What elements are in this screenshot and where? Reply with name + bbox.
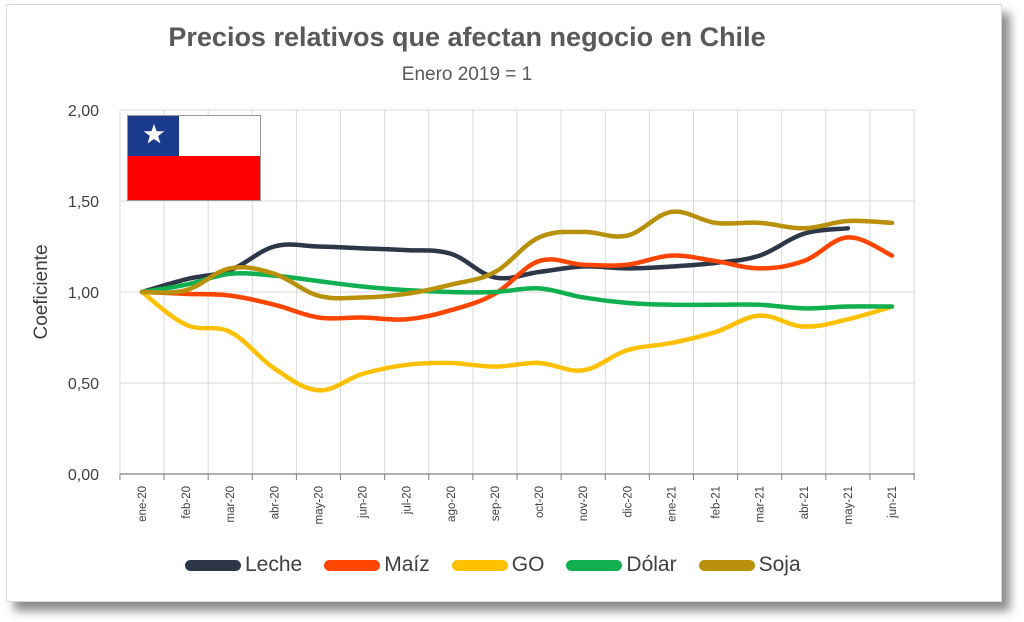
x-tick-label: abr-21 [799,486,811,519]
legend-item: Leche [185,553,302,577]
series-line-leche [139,226,851,295]
x-tick-label: jun-20 [358,486,370,519]
chart-subtitle: Enero 2019 = 1 [401,64,533,85]
legend-label: Leche [245,553,303,576]
x-tick-label: abr-20 [269,486,281,519]
legend-item: Dólar [566,553,677,577]
chart-title: Precios relativos que afectan negocio en… [168,22,766,52]
axis-layer: 0,00 0,50 1,00 1,50 2,00 ene-20 feb-20 mar-20 ab… [68,103,915,524]
chile-flag-icon [127,115,261,201]
x-tick-label: nov-20 [578,486,590,521]
x-tick-label: feb-20 [181,486,193,519]
legend: Leche Maíz GO Dólar Soja [185,550,905,580]
grid-layer [119,109,915,474]
legend-swatch [566,559,623,571]
legend-item: Maíz [324,553,430,577]
star-icon [143,124,165,144]
y-tick-label: 0,00 [68,467,99,484]
y-axis-label: Coeficiente [31,244,52,339]
x-tick-label: may-20 [313,486,325,524]
y-tick-label: 0,50 [68,376,99,393]
series-line-dólar [139,270,895,311]
legend-label: Soja [758,553,801,576]
series-layer [139,209,895,393]
x-tick-label: sep-20 [490,486,502,521]
legend-swatch [451,559,508,571]
x-tick-label: ago-20 [446,486,458,522]
legend-item: GO [451,553,545,577]
y-tick-label: 1,00 [68,285,99,302]
x-tick-label: feb-21 [711,486,723,519]
legend-label: GO [511,553,545,576]
legend-item: Soja [698,553,801,577]
legend-swatch [324,559,381,571]
x-tick-label: ene-20 [137,486,149,522]
x-tick-label: jul-20 [402,486,414,515]
series-line-maíz [139,235,895,322]
x-tick-label: jun-21 [887,486,899,519]
legend-label: Dólar [626,553,677,576]
series-line-soja [139,209,895,301]
x-tick-label: ene-21 [666,486,678,522]
x-tick-label: dic-20 [622,486,634,517]
legend-swatch [185,559,241,571]
x-tick-label: may-21 [843,486,855,524]
y-tick-label: 2,00 [68,103,99,120]
legend-swatch [698,559,755,571]
y-tick-label: 1,50 [68,194,99,211]
x-tick-label: mar-20 [225,486,237,522]
x-tick-label: mar-21 [755,486,767,522]
legend-label: Maíz [384,553,430,576]
series-line-go [139,289,895,393]
chart-card [6,4,1002,602]
x-tick-label: oct-20 [534,486,546,518]
